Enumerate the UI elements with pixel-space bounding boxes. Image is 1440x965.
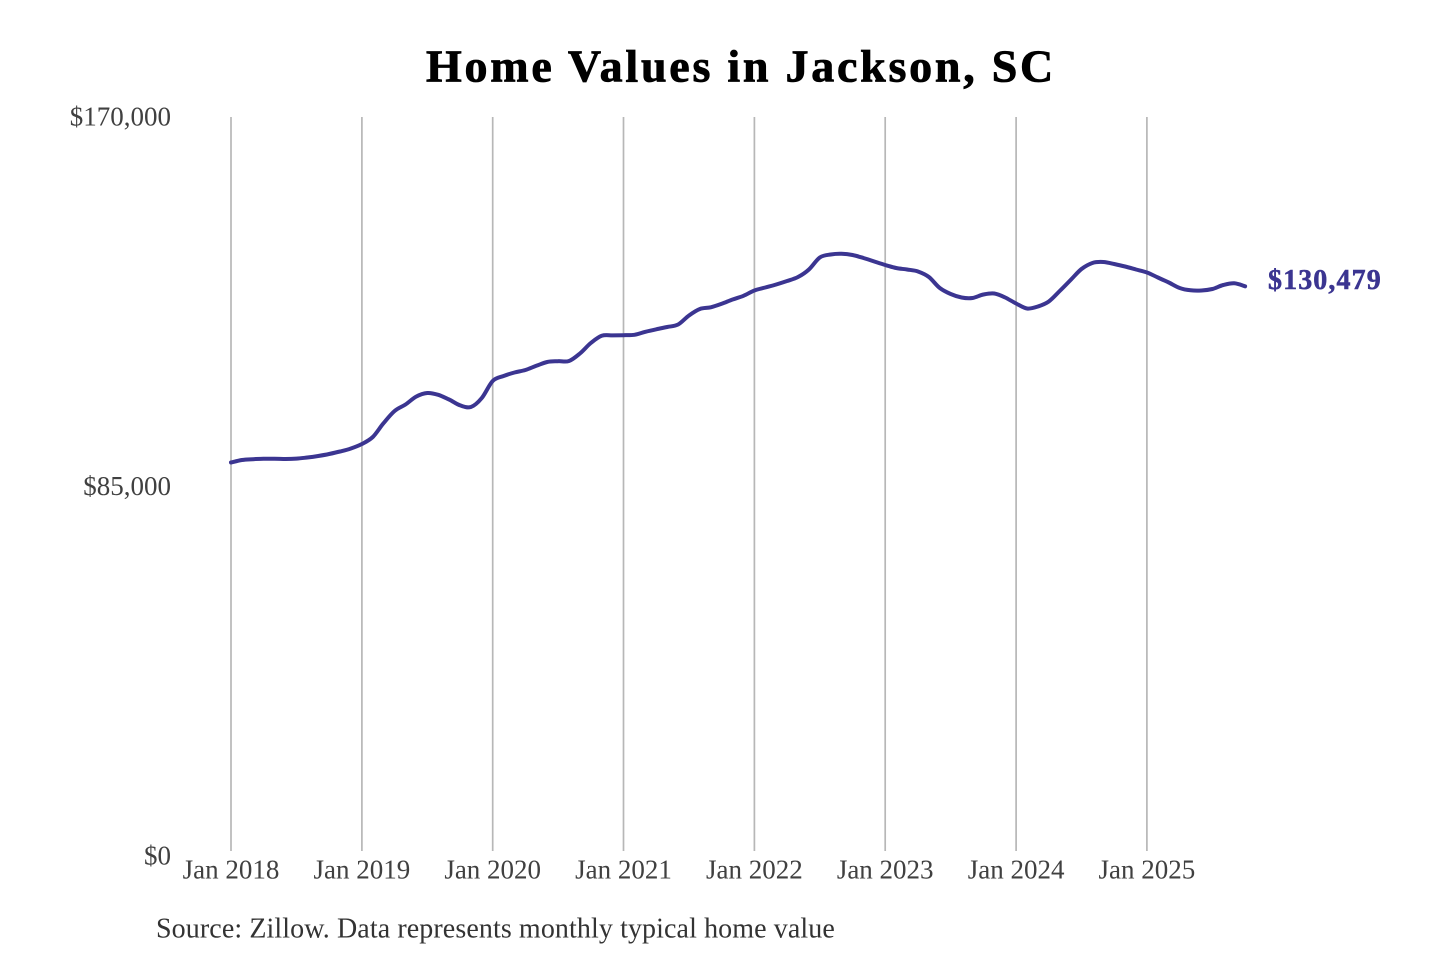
svg-text:$85,000: $85,000: [83, 471, 171, 501]
svg-text:Jan 2021: Jan 2021: [575, 855, 672, 885]
svg-text:Source: Zillow. Data represent: Source: Zillow. Data represents monthly …: [156, 914, 835, 945]
svg-text:Jan 2025: Jan 2025: [1099, 855, 1196, 885]
svg-text:$130,479: $130,479: [1268, 265, 1382, 296]
svg-text:Jan 2022: Jan 2022: [706, 855, 803, 885]
svg-text:Jan 2024: Jan 2024: [968, 855, 1065, 885]
svg-text:Jan 2023: Jan 2023: [837, 855, 934, 885]
svg-text:Jan 2019: Jan 2019: [314, 855, 411, 885]
svg-text:Home Values in Jackson, SC: Home Values in Jackson, SC: [426, 41, 1056, 92]
svg-text:Jan 2018: Jan 2018: [183, 855, 280, 885]
svg-text:$0: $0: [144, 841, 171, 871]
svg-text:$170,000: $170,000: [70, 102, 171, 132]
svg-text:Jan 2020: Jan 2020: [444, 855, 541, 885]
